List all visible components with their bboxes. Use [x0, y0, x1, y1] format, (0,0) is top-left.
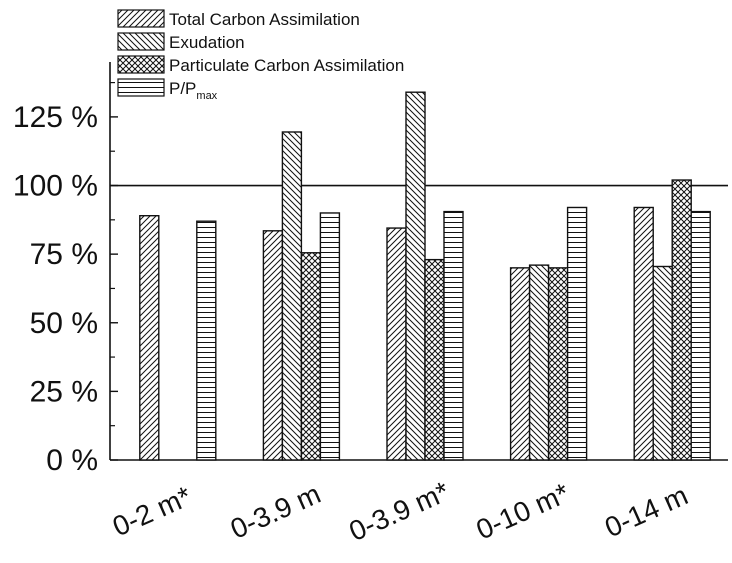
legend-swatch [117, 32, 165, 51]
legend-label: Particulate Carbon Assimilation [169, 56, 404, 75]
y-tick-label: 75 % [30, 238, 98, 271]
x-tick-label: 0-2 m* [108, 480, 196, 542]
bar [652, 265, 673, 461]
legend: Total Carbon Assimilation Exudation Partic… [117, 9, 404, 102]
bar [528, 264, 550, 461]
x-tick-labels: 0-2 m* 0-3.9 m 0-3.9 m* 0-10 m* 0-14 m [108, 476, 692, 547]
y-tick-label: 125 % [13, 101, 98, 134]
x-tick-label: 0-3.9 m [226, 478, 325, 545]
bar [547, 267, 569, 461]
bar [300, 252, 322, 461]
legend-swatch [117, 55, 165, 74]
y-tick-label: 25 % [30, 375, 98, 408]
y-tick-label: 0 % [46, 444, 98, 477]
legend-label: Total Carbon Assimilation [169, 10, 360, 29]
bar [566, 206, 588, 461]
bar [386, 227, 407, 461]
bar [509, 267, 531, 461]
y-tick-label: 100 % [13, 170, 98, 203]
y-tick-label: 50 % [30, 307, 98, 340]
bar [633, 206, 654, 461]
x-tick-label: 0-10 m* [472, 477, 574, 545]
bar [443, 210, 464, 461]
legend-label-subscript: max [196, 90, 217, 102]
bar [405, 91, 426, 461]
x-tick-label: 0-3.9 m* [344, 476, 453, 547]
bar [262, 230, 284, 461]
bars [139, 91, 711, 461]
legend-label: P/Pmax [169, 79, 218, 102]
legend-swatch [117, 78, 165, 97]
bar [319, 212, 341, 461]
bar [671, 179, 692, 461]
legend-label: Exudation [169, 33, 245, 52]
legend-swatch [117, 9, 165, 28]
bar [424, 258, 445, 461]
bar [196, 220, 217, 461]
axes: 0 % 25 % 50 % 75 % 100 % 125 % [13, 62, 728, 477]
bar [281, 131, 303, 461]
bar [690, 210, 711, 461]
bar [139, 215, 160, 461]
x-tick-label: 0-14 m [600, 479, 692, 543]
